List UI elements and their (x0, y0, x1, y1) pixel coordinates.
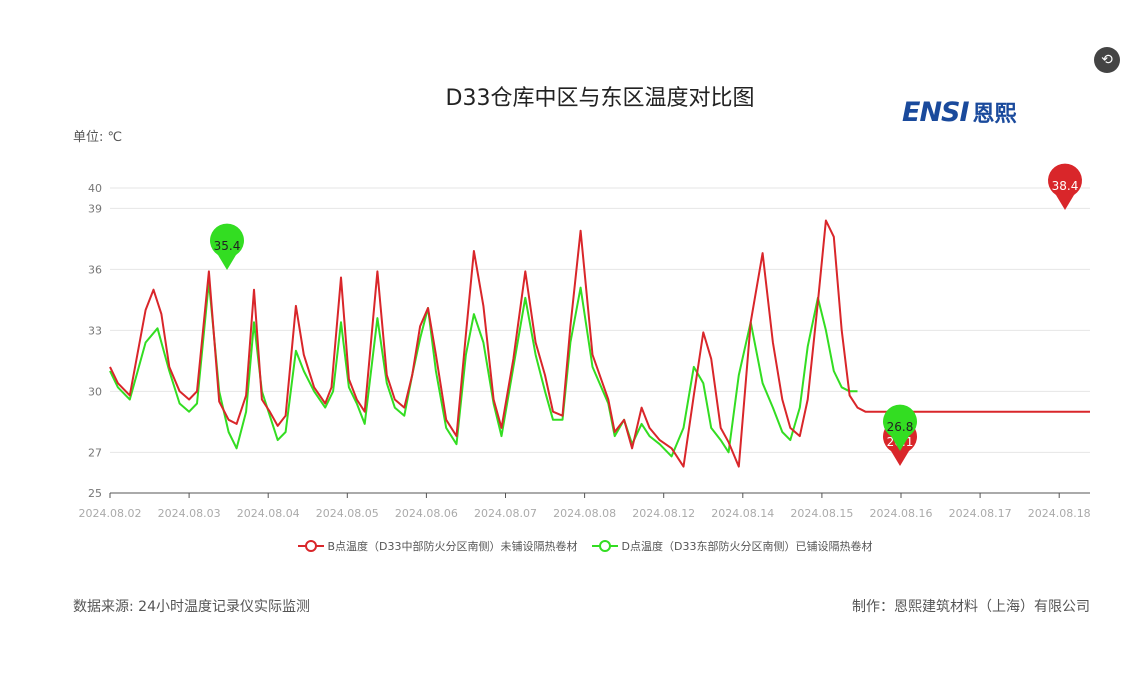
x-tick-label: 2024.08.15 (790, 507, 853, 520)
max-pin-d-shape (210, 223, 245, 270)
min-pin-d: 26.8 (883, 404, 918, 451)
logo-cn: 恩熙 (972, 102, 1017, 127)
producer-note: 制作：恩熙建筑材料（上海）有限公司 (852, 599, 1090, 615)
min-pin-d-label: 26.8 (887, 420, 914, 434)
restore-icon: ⟲ (1101, 52, 1113, 68)
max-pin-b-shape (1048, 163, 1082, 210)
brand-logo: ENSI 恩熙 (902, 96, 1017, 128)
max-pin-b-label: 38.4 (1052, 179, 1079, 193)
legend-item-b[interactable]: B点温度（D33中部防火分区南侧）未铺设隔热卷材 (297, 538, 578, 554)
series-line-d (109, 280, 858, 458)
series-line-b (109, 219, 1090, 468)
y-tick-label: 36 (88, 263, 102, 276)
x-tick-label: 2024.08.14 (711, 507, 774, 520)
y-tick-label: 39 (88, 202, 102, 215)
restore-button[interactable]: ⟲ (1094, 47, 1120, 73)
x-tick-label: 2024.08.16 (870, 507, 933, 520)
max-pin-d: 35.4 (210, 223, 245, 270)
y-tick-label: 25 (88, 487, 102, 500)
legend-marker-b (297, 540, 324, 552)
x-tick-label: 2024.08.02 (79, 507, 142, 520)
chart-title: D33仓库中区与东区温度对比图 (445, 86, 755, 111)
legend-marker-d (591, 540, 618, 552)
x-tick-label: 2024.08.12 (632, 507, 695, 520)
x-tick-label: 2024.08.08 (553, 507, 616, 520)
max-pin-b: 38.4 (1048, 163, 1082, 210)
y-tick-label: 40 (88, 182, 102, 195)
x-tick-label: 2024.08.07 (474, 507, 537, 520)
x-tick-label: 2024.08.04 (237, 507, 300, 520)
y-tick-label: 30 (88, 385, 102, 398)
y-tick-label: 27 (88, 446, 102, 459)
x-tick-label: 2024.08.06 (395, 507, 458, 520)
y-tick-label: 33 (88, 324, 102, 337)
x-tick-label: 2024.08.05 (316, 507, 379, 520)
chart-legend: B点温度（D33中部防火分区南侧）未铺设隔热卷材 D点温度（D33东部防火分区南… (0, 538, 1139, 554)
min-pin-d-shape (883, 404, 918, 451)
data-source-note: 数据来源: 24小时温度记录仪实际监测 (73, 599, 310, 615)
logo-latin: ENSI (902, 96, 970, 128)
max-pin-d-label: 35.4 (214, 239, 241, 253)
x-tick-label: 2024.08.17 (949, 507, 1012, 520)
legend-label-d: D点温度（D33东部防火分区南侧）已铺设隔热卷材 (621, 540, 873, 553)
x-tick-label: 2024.08.18 (1028, 507, 1091, 520)
legend-item-d[interactable]: D点温度（D33东部防火分区南侧）已铺设隔热卷材 (591, 538, 873, 554)
legend-label-b: B点温度（D33中部防火分区南侧）未铺设隔热卷材 (327, 540, 578, 553)
x-tick-label: 2024.08.03 (158, 507, 221, 520)
unit-label: 单位: ℃ (73, 130, 123, 145)
